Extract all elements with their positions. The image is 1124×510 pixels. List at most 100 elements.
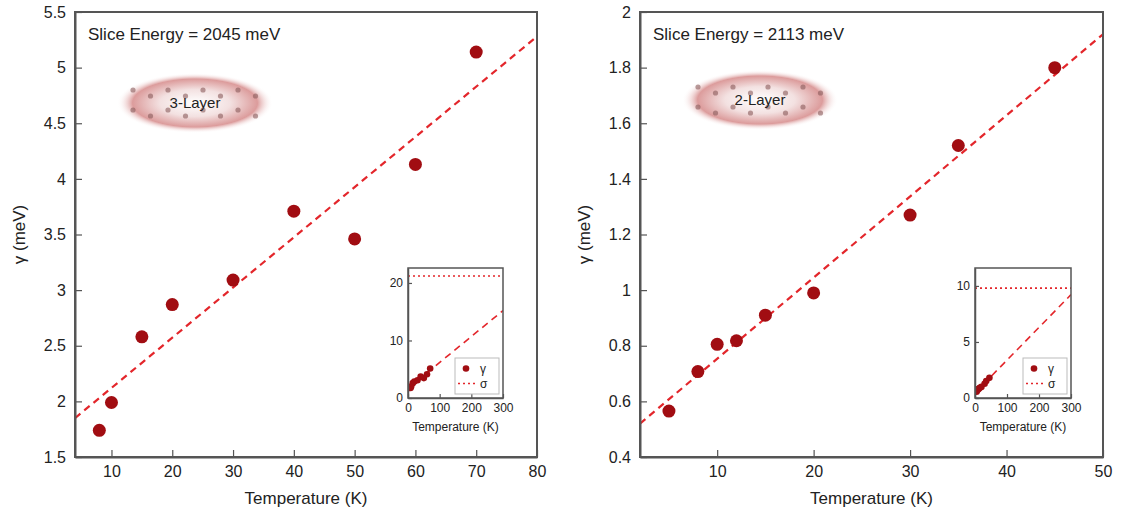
tick-label: 1.8	[609, 59, 631, 76]
tick-label: 1.6	[609, 115, 631, 132]
plot-frame	[75, 12, 537, 457]
legend: γσ	[455, 358, 499, 394]
plot-frame	[640, 12, 1103, 457]
tick: 100	[430, 394, 450, 415]
tick-label: 1.2	[609, 226, 631, 243]
legend: γσ	[1023, 358, 1067, 394]
legend-box	[1023, 358, 1067, 394]
point	[287, 205, 300, 218]
tick: 5	[57, 59, 82, 76]
tick: 30	[902, 450, 920, 480]
legend-marker	[1031, 365, 1038, 372]
tick: 10	[103, 450, 121, 480]
x-axis-title: Temperature (K)	[980, 420, 1067, 434]
structure-atom	[218, 113, 223, 118]
tick: 0.6	[609, 393, 647, 410]
tick: 200	[1029, 394, 1049, 415]
tick-label: 0.8	[609, 337, 631, 354]
structure-atom	[148, 93, 153, 98]
x-axis-title: Temperature (K)	[810, 489, 933, 508]
tick-mark	[814, 450, 815, 457]
tick-label: 100	[430, 401, 450, 415]
point	[952, 139, 965, 152]
x-axis-title: Temperature (K)	[245, 489, 368, 508]
structure-atom	[730, 84, 735, 89]
tick-label: 1.4	[609, 170, 631, 187]
tick-label: 200	[1029, 401, 1049, 415]
tick-label: 10	[103, 463, 121, 480]
tick-label: 3	[57, 282, 66, 299]
tick-label: 300	[493, 401, 513, 415]
tick-mark	[640, 346, 647, 347]
tick-label: 300	[1061, 401, 1081, 415]
plot-frame	[975, 268, 1071, 398]
inset-panel: 01002003000510Temperature (K)γσ	[957, 268, 1082, 434]
tick-mark	[355, 450, 356, 457]
tick-label: 20	[390, 276, 404, 290]
point	[730, 334, 743, 347]
tick: 30	[225, 450, 243, 480]
tick-label: 0	[405, 401, 412, 415]
tick-label: 10	[709, 463, 727, 480]
legend-line	[458, 383, 475, 385]
tick-mark	[294, 450, 295, 457]
plot-background	[408, 268, 503, 398]
point	[424, 371, 431, 378]
tick: 1.2	[609, 226, 647, 243]
tick-mark	[75, 179, 82, 180]
tick-mark	[910, 450, 911, 457]
structure-atom	[183, 113, 188, 118]
tick: 70	[468, 450, 486, 480]
structure-atom	[253, 113, 258, 118]
structure-atom	[695, 84, 700, 89]
structure-atom	[165, 87, 170, 92]
structure-atom	[148, 113, 153, 118]
tick: 200	[462, 394, 482, 415]
structure-atom	[748, 110, 753, 115]
point	[662, 405, 675, 418]
tick: 0.8	[609, 337, 647, 354]
tick: 40	[998, 450, 1016, 480]
tick-label: 0	[972, 401, 979, 415]
legend-label: σ	[1048, 377, 1056, 391]
tick-mark	[1006, 450, 1007, 457]
tick-label: 40	[998, 463, 1016, 480]
tick: 60	[407, 450, 425, 480]
tick: 1.4	[609, 170, 647, 187]
structure-blob	[117, 73, 273, 133]
plot-background	[975, 268, 1071, 398]
tick-mark	[75, 68, 82, 69]
structure-atom	[713, 110, 718, 115]
point	[986, 375, 993, 382]
structure-atom	[130, 87, 135, 92]
legend-label: σ	[480, 377, 488, 391]
tick-mark	[75, 123, 82, 124]
point	[807, 286, 820, 299]
tick-mark	[640, 123, 647, 124]
tick: 1	[622, 282, 647, 299]
point	[409, 158, 422, 171]
legend-line	[1026, 383, 1043, 385]
structure-atom	[253, 93, 258, 98]
tick: 2	[57, 393, 82, 410]
y-axis-title: γ (meV)	[575, 205, 594, 265]
tick: 4	[57, 170, 82, 187]
tick-label: 80	[529, 463, 547, 480]
tick-label: 4.5	[44, 115, 66, 132]
tick-label: 10	[957, 279, 971, 293]
structure-atom	[765, 84, 770, 89]
legend-label: γ	[1048, 362, 1054, 376]
tick-label: 40	[285, 463, 303, 480]
tick-mark	[476, 450, 477, 457]
plot-background	[75, 12, 537, 457]
tick: 3	[57, 282, 82, 299]
structure-atom	[713, 90, 718, 95]
tick-mark	[640, 290, 647, 291]
tick: 20	[164, 450, 182, 480]
point	[470, 46, 483, 59]
tick-label: 5	[57, 59, 66, 76]
structure-image: 3-Layer	[117, 73, 273, 133]
y-axis: 0.40.60.811.21.41.61.82	[609, 4, 647, 466]
tick-label: 4	[57, 170, 66, 187]
tick: 10	[709, 450, 727, 480]
